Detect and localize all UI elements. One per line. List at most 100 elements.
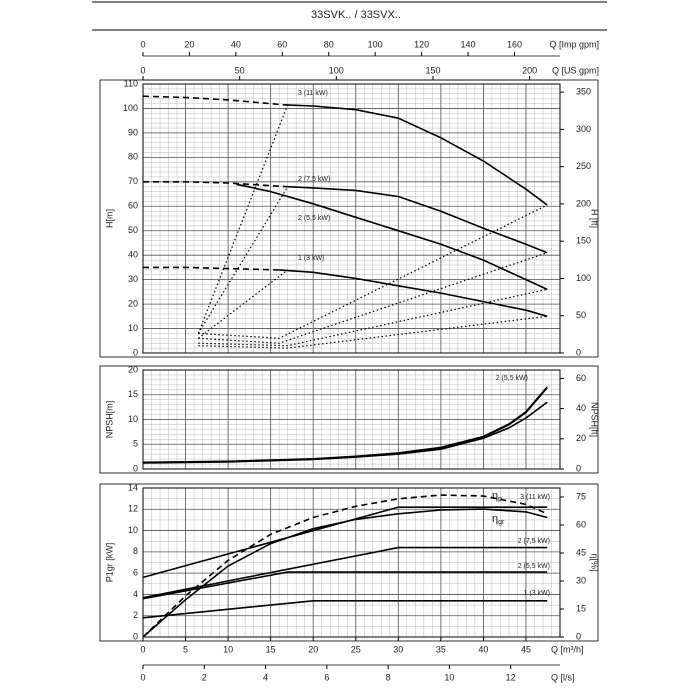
y-tick-label: 15 <box>128 389 138 399</box>
curve <box>197 104 289 334</box>
plot-frame <box>99 483 599 642</box>
top-axis-label: Q [Imp gpm] <box>549 39 599 49</box>
plot-frame <box>99 79 599 358</box>
y-tick-label: 20 <box>128 298 138 308</box>
curve <box>198 204 548 339</box>
x-tick-label: 0 <box>140 644 145 654</box>
y2-tick-label: 150 <box>576 236 591 246</box>
y2-tick-label: 200 <box>576 198 591 208</box>
top-tick-label: 40 <box>231 39 241 49</box>
plot-area <box>142 369 561 470</box>
y2-tick-label: 40 <box>576 403 586 413</box>
y-tick-label: 100 <box>123 103 138 113</box>
curve <box>142 508 548 638</box>
curve-label: 2 (5,5 kW) <box>298 215 330 222</box>
y-tick-label: 110 <box>124 78 138 88</box>
curve <box>197 269 289 339</box>
top-tick-label: 120 <box>414 39 429 49</box>
y-tick-label: 20 <box>128 364 138 374</box>
x-tick-label: 30 <box>393 644 403 654</box>
top-axis-label: Q [US gpm] <box>552 65 599 75</box>
x-tick-label: 10 <box>223 644 233 654</box>
top-tick-label: 0 <box>140 39 145 49</box>
y2-tick-label: 0 <box>576 631 581 641</box>
y-tick-label: 90 <box>128 127 138 137</box>
y2-tick-label: 60 <box>576 519 586 529</box>
plot-frame <box>99 365 599 474</box>
curve <box>198 252 548 344</box>
y2-axis-label: H [ft] <box>590 209 600 228</box>
curve <box>198 288 548 347</box>
curve-label: ηgr <box>492 513 505 526</box>
curve-label: 3 (11 kW) <box>298 90 328 97</box>
y-tick-label: 12 <box>128 504 138 514</box>
y-axis-label: H[m] <box>104 209 114 228</box>
curve <box>236 183 548 291</box>
top-tick-label: 80 <box>324 39 334 49</box>
curve-label: 2 (7,5 kW) <box>298 176 330 183</box>
y-tick-label: 0 <box>133 463 138 473</box>
bottom-tick-label: 0 <box>140 672 145 682</box>
curve <box>143 181 288 188</box>
y-tick-label: 50 <box>128 225 138 235</box>
y2-tick-label: 0 <box>576 463 581 473</box>
bottom-tick-label: 4 <box>263 672 268 682</box>
y-tick-label: 60 <box>128 201 138 211</box>
y2-tick-label: 20 <box>576 433 586 443</box>
bottom-tick-label: 6 <box>324 672 329 682</box>
curve-label-sub: p <box>498 496 502 503</box>
bottom-tick-label: 10 <box>444 672 454 682</box>
curve-label: 1 (3 kW) <box>298 255 324 262</box>
curve <box>142 546 548 599</box>
curve <box>287 185 548 254</box>
y-tick-label: 10 <box>128 414 138 424</box>
curve-label: 3 (11 kW) <box>520 494 550 501</box>
y-axis-label: NPSH[m] <box>104 401 114 439</box>
bottom-axis-label: Q [l/s] <box>551 672 575 682</box>
x-tick-label: 40 <box>478 644 488 654</box>
y-tick-label: 0 <box>133 347 138 357</box>
top-tick-label: 50 <box>235 65 245 75</box>
curve <box>142 571 548 600</box>
curve <box>142 494 548 638</box>
curve-label: 1 (3 kW) <box>524 590 550 597</box>
y2-tick-label: 60 <box>576 373 586 383</box>
curve <box>142 506 548 579</box>
y2-tick-label: 100 <box>576 273 591 283</box>
top-tick-label: 0 <box>140 65 145 75</box>
top-tick-label: 200 <box>522 65 537 75</box>
bottom-tick-label: 12 <box>506 672 516 682</box>
curve <box>279 269 548 318</box>
top-tick-label: 140 <box>461 39 476 49</box>
x-axis-label: Q [m³/h] <box>551 644 584 654</box>
curve-label-main: η <box>492 490 498 502</box>
x-tick-label: 20 <box>308 644 318 654</box>
curve-label: 2 (5,5 kW) <box>518 563 550 570</box>
y-tick-label: 10 <box>128 323 138 333</box>
curve-label: ηp <box>492 490 502 503</box>
y-tick-label: 2 <box>133 610 138 620</box>
y2-tick-label: 30 <box>576 575 586 585</box>
plot-area <box>142 487 561 638</box>
y-tick-label: 40 <box>128 250 138 260</box>
y2-tick-label: 75 <box>576 491 586 501</box>
curve <box>197 186 289 334</box>
y2-tick-label: 0 <box>576 347 581 357</box>
chart-title: 33SVK.. / 33SVX.. <box>311 9 401 21</box>
y2-axis-label: η[%] <box>590 553 600 571</box>
x-tick-label: 45 <box>521 644 531 654</box>
bottom-tick-label: 2 <box>202 672 207 682</box>
y-tick-label: 8 <box>133 546 138 556</box>
curve <box>142 386 549 464</box>
y-axis-label: P1gr [kW] <box>104 543 114 583</box>
y-tick-label: 70 <box>128 176 138 186</box>
y2-tick-label: 300 <box>576 124 591 134</box>
curve <box>283 104 548 206</box>
y-tick-label: 10 <box>128 525 138 535</box>
top-tick-label: 160 <box>507 39 522 49</box>
y2-tick-label: 50 <box>576 310 586 320</box>
top-tick-label: 20 <box>184 39 194 49</box>
y-tick-label: 5 <box>133 439 138 449</box>
y-tick-label: 6 <box>133 568 138 578</box>
